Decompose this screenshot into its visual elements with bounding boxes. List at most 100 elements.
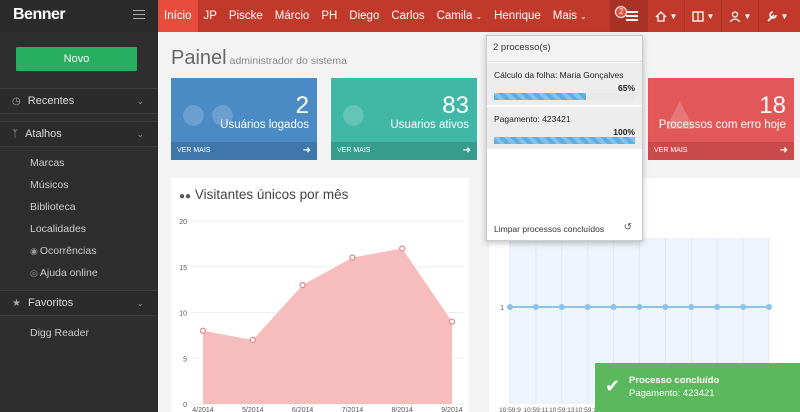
sidebar-section-atalhos[interactable]: ᛉ Atalhos ⌄ <box>0 121 158 147</box>
main-content: Painel administrador do sistema ●● 2 Usuá… <box>158 32 800 412</box>
data-point[interactable] <box>714 304 721 310</box>
data-point[interactable] <box>688 304 695 310</box>
stat-card-users-active: ● 83 Usuarios ativos VER MAIS ➜ <box>331 78 477 160</box>
visitors-chart-panel: 0 5 10 15 20 4/2014 5/2014 6/2014 7/2014 8/2014 9/… <box>171 178 469 412</box>
refresh-icon[interactable]: ↺ <box>623 222 632 233</box>
tab-label: Diego <box>349 10 380 22</box>
data-point[interactable] <box>740 304 747 310</box>
tab-label: PH <box>321 10 338 22</box>
tab-label: Início <box>164 10 192 22</box>
tab-diego[interactable]: Diego <box>343 0 385 32</box>
sidebar-item-biblioteca[interactable]: Biblioteca <box>30 201 76 213</box>
tab-carlos[interactable]: Carlos <box>385 0 430 32</box>
sidebar-item-label: Ajuda online <box>39 267 98 279</box>
page-title-text: Painel <box>171 47 227 69</box>
sidebar-item-digg-reader[interactable]: Digg Reader <box>30 327 89 339</box>
data-point[interactable] <box>399 245 406 252</box>
process-item[interactable]: Pagamento: 423421 100% <box>487 107 642 149</box>
data-point[interactable] <box>249 336 256 344</box>
tab-mais[interactable]: Mais ⌄ <box>547 0 593 32</box>
tools-button[interactable]: ▼ <box>758 0 795 32</box>
stat-more-label: VER MAIS <box>654 147 688 154</box>
chevron-down-icon: ⌄ <box>136 129 144 139</box>
globe-icon: ● <box>339 87 368 140</box>
process-progress-fill <box>494 93 586 100</box>
eye-icon: ◉ <box>30 246 38 256</box>
check-icon: ✔ <box>605 376 621 396</box>
stat-label: Usuários logados <box>220 119 309 131</box>
chevron-down-icon: ⌄ <box>136 96 144 106</box>
data-point[interactable] <box>636 304 643 310</box>
sidebar-item-ajuda-online[interactable]: ◎ Ajuda online <box>30 267 98 279</box>
sidebar-section-favoritos[interactable]: ★ Favoritos ⌄ <box>0 290 158 316</box>
data-point[interactable] <box>448 318 456 325</box>
star-icon: ★ <box>12 298 21 309</box>
stat-more-link[interactable]: VER MAIS ➜ <box>648 142 794 160</box>
data-point[interactable] <box>349 254 356 261</box>
process-complete-toast[interactable]: ✔ Processo concluído Pagamento: 423421 <box>595 363 800 412</box>
process-item[interactable]: Cálculo da folha: Maria Gonçalves 65% <box>487 63 642 105</box>
tab-henrique[interactable]: Henrique <box>488 0 547 32</box>
process-progress-bar <box>494 137 635 144</box>
sidebar-item-ocorrencias[interactable]: ◉ Ocorrências <box>30 245 96 257</box>
y-tick-label: 10 <box>179 311 187 318</box>
page-subtitle: administrador do sistema <box>229 55 347 67</box>
chevron-down-icon: ⌄ <box>475 12 483 21</box>
x-tick-label: 7/2014 <box>342 407 364 412</box>
x-tick-label: 10:59:11 <box>523 407 548 412</box>
stat-card-users-logged: ●● 2 Usuários logados VER MAIS ➜ <box>171 78 317 160</box>
y-tick-label: 1 <box>500 305 504 312</box>
stat-more-link[interactable]: VER MAIS ➜ <box>171 142 317 160</box>
arrow-right-icon: ➜ <box>779 145 788 156</box>
data-point[interactable] <box>507 304 513 310</box>
data-point[interactable] <box>532 304 539 310</box>
data-point[interactable] <box>558 304 565 310</box>
data-point[interactable] <box>584 304 591 310</box>
tab-inicio[interactable]: Início <box>158 0 198 32</box>
sidebar-item-marcas[interactable]: Marcas <box>30 157 65 169</box>
toast-title: Processo concluído <box>629 375 720 386</box>
processes-button[interactable]: 2 <box>610 0 647 32</box>
process-name: Pagamento: 423421 <box>494 114 571 124</box>
sidebar-section-recentes[interactable]: ◷ Recentes ⌄ <box>0 88 158 114</box>
users-icon: ●● <box>179 191 192 202</box>
users-icon: ●● <box>179 87 237 140</box>
x-tick-label: 10:59:9 <box>499 407 521 412</box>
tab-camila[interactable]: Camila ⌄ <box>431 0 489 32</box>
x-tick-label: 4/2014 <box>192 407 214 412</box>
processes-header: 2 processo(s) <box>487 36 642 62</box>
book-button[interactable]: ▼ <box>684 0 721 32</box>
sidebar-section-label: Recentes <box>27 95 75 107</box>
tab-label: JP <box>203 10 217 22</box>
sidebar-item-localidades[interactable]: Localidades <box>30 223 87 235</box>
sidebar-item-musicos[interactable]: Músicos <box>30 179 69 191</box>
processes-badge: 2 <box>615 6 628 18</box>
new-button[interactable]: Novo <box>16 47 137 71</box>
data-point[interactable] <box>610 304 617 310</box>
branch-icon: ᛉ <box>12 129 18 140</box>
home-button[interactable]: ▼ <box>647 0 684 32</box>
stat-more-label: VER MAIS <box>177 147 211 154</box>
clear-completed-link[interactable]: Limpar processos concluídos <box>494 224 605 234</box>
tab-marcio[interactable]: Márcio <box>269 0 316 32</box>
chart-title-text: Visitantes únicos por mês <box>194 187 349 202</box>
tab-piscke[interactable]: Piscke <box>223 0 269 32</box>
sidebar-section-label: Atalhos <box>25 128 62 140</box>
y-tick-label: 0 <box>183 402 187 409</box>
sidebar-item-label: Ocorrências <box>39 245 97 257</box>
stat-more-link[interactable]: VER MAIS ➜ <box>331 142 477 160</box>
tab-jp[interactable]: JP <box>198 0 223 32</box>
home-icon <box>655 10 666 22</box>
data-point[interactable] <box>662 304 669 310</box>
warning-icon: ▲ <box>656 87 704 140</box>
menu-toggle-icon[interactable] <box>133 10 145 20</box>
x-tick-label: 10:59:15 <box>575 407 601 412</box>
arrow-right-icon: ➜ <box>302 145 311 156</box>
brand-logo[interactable]: Benner <box>13 6 66 23</box>
tab-ph[interactable]: PH <box>315 0 343 32</box>
user-button[interactable]: ▼ <box>721 0 758 32</box>
data-point[interactable] <box>766 304 772 310</box>
tab-label: Carlos <box>391 10 425 22</box>
data-point[interactable] <box>199 327 207 334</box>
data-point[interactable] <box>299 281 306 289</box>
